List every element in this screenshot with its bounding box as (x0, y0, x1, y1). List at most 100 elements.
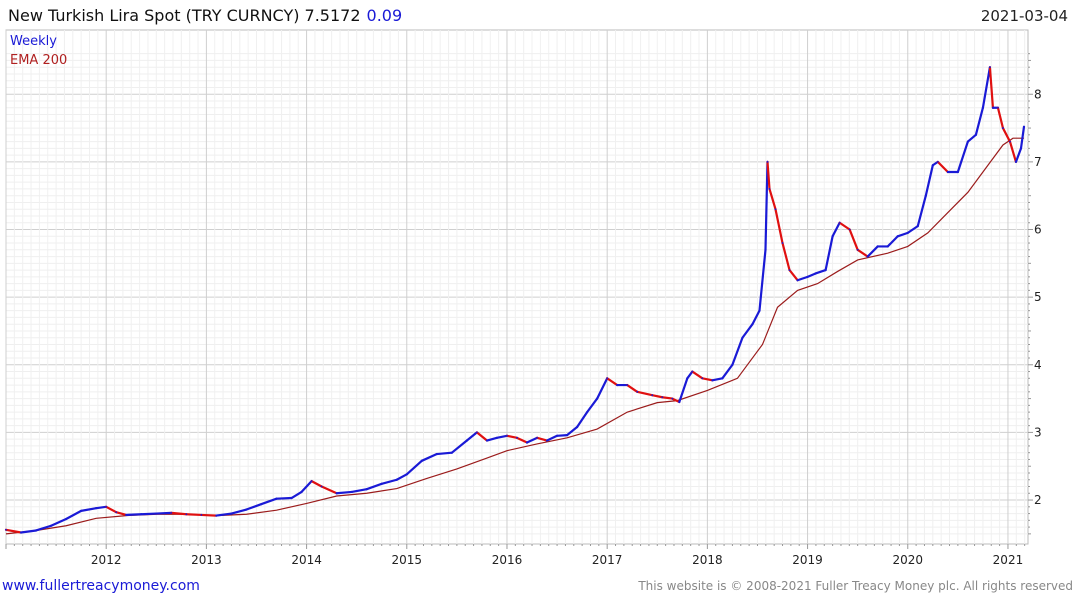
weekly-point (982, 106, 984, 109)
weekly-point (896, 235, 899, 238)
weekly-point (5, 528, 7, 531)
weekly-point (766, 160, 769, 163)
weekly-point (95, 507, 98, 510)
weekly-point (50, 524, 52, 527)
weekly-segment (916, 194, 927, 228)
weekly-segment (230, 508, 248, 515)
weekly-point (80, 509, 83, 512)
weekly-segment (606, 377, 619, 387)
weekly-segment (435, 451, 453, 456)
weekly-segment (380, 478, 398, 485)
weekly-point (1009, 140, 1011, 143)
weekly-point (856, 248, 859, 251)
weekly-point (1002, 127, 1004, 129)
weekly-point (155, 512, 158, 515)
weekly-segment (545, 434, 559, 442)
footer-website-link[interactable]: www.fullertreacymoney.com (2, 578, 200, 594)
weekly-segment (996, 106, 1005, 130)
weekly-point (751, 323, 754, 326)
weekly-point (781, 242, 784, 244)
weekly-point (335, 492, 338, 495)
weekly-point (586, 411, 589, 414)
weekly-point (606, 377, 609, 380)
weekly-segment (796, 275, 809, 282)
weekly-point (350, 491, 353, 493)
chart-title: New Turkish Lira Spot (TRY CURNCY) 7.517… (8, 6, 361, 25)
weekly-point (435, 453, 438, 455)
x-tick-label: 2012 (91, 553, 122, 567)
weekly-point (260, 503, 263, 505)
weekly-point (526, 441, 528, 444)
weekly-segment (320, 485, 338, 495)
weekly-point (626, 384, 629, 386)
weekly-point (290, 497, 293, 499)
weekly-segment (555, 434, 569, 437)
x-tick-label: 2014 (291, 553, 322, 567)
weekly-point (758, 309, 761, 312)
y-tick-label: 6 (1034, 223, 1042, 237)
weekly-segment (95, 505, 108, 510)
weekly-point (678, 401, 681, 403)
weekly-segment (215, 512, 233, 517)
weekly-segment (764, 160, 769, 251)
weekly-segment (766, 160, 771, 191)
weekly-segment (525, 436, 539, 444)
weekly-segment (896, 231, 909, 238)
weekly-segment (838, 221, 851, 231)
weekly-segment (485, 436, 499, 442)
weekly-point (215, 514, 218, 517)
weekly-point (596, 397, 599, 400)
weekly-point (365, 488, 368, 491)
weekly-segment (721, 363, 734, 380)
weekly-point (931, 164, 934, 167)
weekly-point (974, 133, 977, 136)
weekly-segment (866, 245, 879, 258)
weekly-segment (806, 272, 817, 278)
weekly-segment (768, 187, 777, 211)
weekly-point (916, 225, 919, 228)
weekly-segment (788, 268, 799, 282)
weekly-segment (586, 397, 599, 414)
legend-ema: EMA 200 (10, 53, 67, 68)
x-tick-label: 2016 (492, 553, 523, 567)
weekly-segment (535, 436, 549, 442)
weekly-segment (814, 268, 827, 275)
weekly-segment (956, 140, 969, 174)
weekly-point (661, 396, 664, 399)
weekly-point (806, 275, 809, 278)
weekly-point (671, 397, 674, 400)
weekly-point (230, 512, 233, 515)
weekly-point (992, 106, 994, 109)
weekly-segment (115, 511, 128, 517)
weekly-point (741, 336, 744, 339)
weekly-segment (420, 452, 438, 462)
weekly-segment (260, 497, 278, 506)
weekly-segment (1019, 125, 1026, 150)
weekly-point (300, 491, 303, 493)
x-tick-label: 2019 (792, 553, 823, 567)
weekly-point (997, 106, 999, 109)
weekly-point (906, 231, 909, 234)
weekly-point (496, 436, 498, 439)
weekly-segment (495, 434, 509, 439)
weekly-point (320, 485, 323, 488)
weekly-point (185, 513, 188, 516)
weekly-segment (475, 431, 489, 442)
weekly-point (35, 529, 37, 532)
weekly-point (886, 245, 889, 248)
weekly-point (536, 436, 538, 439)
weekly-point (616, 384, 619, 386)
weekly-point (764, 248, 767, 251)
weekly-segment (906, 225, 919, 234)
weekly-point (1023, 125, 1025, 128)
weekly-point (796, 279, 799, 282)
weekly-segment (924, 164, 934, 197)
weekly-segment (34, 524, 53, 532)
weekly-point (170, 511, 173, 514)
weekly-point (774, 208, 777, 211)
weekly-point (20, 531, 22, 534)
weekly-segment (80, 507, 98, 512)
weekly-point (711, 379, 714, 382)
x-tick-label: 2013 (191, 553, 222, 567)
